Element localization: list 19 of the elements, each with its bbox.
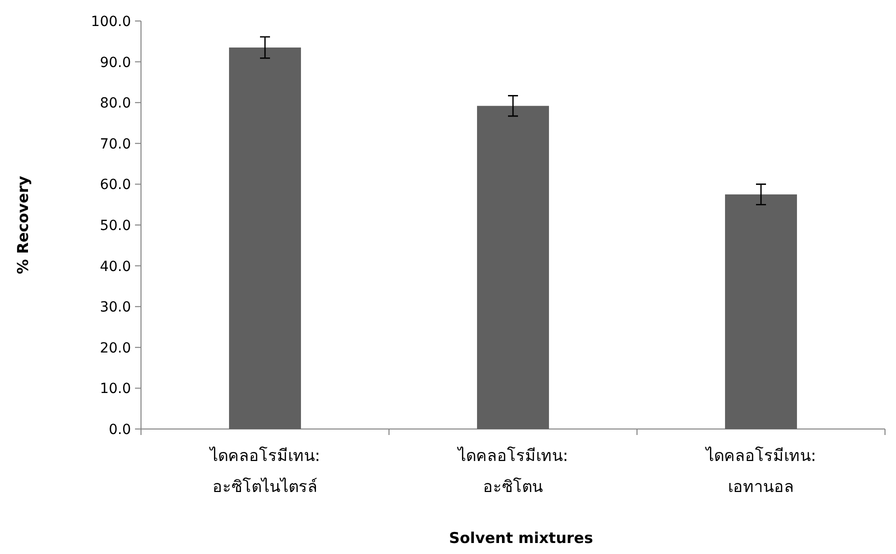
y-tick-label: 20.0 [100, 340, 131, 356]
y-tick-label: 90.0 [100, 54, 131, 71]
y-tick-label: 30.0 [100, 300, 131, 316]
y-axis-title: % Recovery [14, 176, 32, 274]
y-tick-label: 100.0 [90, 14, 131, 30]
y-tick-label: 50.0 [100, 218, 131, 234]
y-tick-label: 10.0 [100, 381, 131, 398]
y-tick-label: 40.0 [100, 258, 131, 275]
y-tick-label: 70.0 [100, 136, 131, 152]
x-tick-label: ไดคลอโรมีเทน: อะซิโตไนไตรล์ [208, 446, 320, 496]
bar [477, 106, 549, 429]
y-tick-label: 0.0 [108, 422, 131, 438]
x-tick-label: ไดคลอโรมีเทน: อะซิโตน [456, 446, 568, 496]
x-tick-label: ไดคลอโรมีเทน: เอทานอล [704, 446, 816, 496]
y-tick-label: 60.0 [100, 177, 131, 194]
bar [229, 48, 301, 429]
bar [725, 194, 797, 429]
x-axis-title: Solvent mixtures [448, 529, 594, 547]
y-tick-label: 80.0 [100, 96, 131, 112]
